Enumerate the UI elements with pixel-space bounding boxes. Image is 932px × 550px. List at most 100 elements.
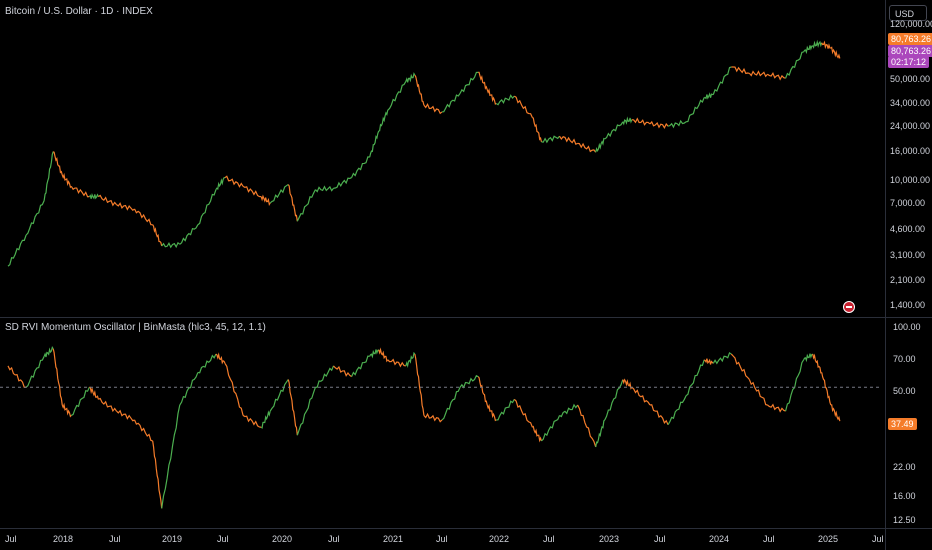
oscillator-line-segment (830, 404, 841, 422)
symbol-title[interactable]: Bitcoin / U.S. Dollar · 1D · INDEX (5, 6, 153, 17)
oscillator-line-segment (116, 409, 135, 422)
price-line-segment (269, 183, 289, 204)
oscillator-line-segment (161, 404, 181, 509)
oscillator-line-segment (685, 359, 705, 397)
oscillator-tick-label: 12.50 (893, 515, 916, 525)
oscillator-line-segment (296, 387, 316, 436)
time-tick-label: 2023 (599, 534, 620, 544)
oscillator-line-segment (52, 348, 63, 406)
time-tick-label: Jul (109, 534, 121, 544)
oscillator-line-segment (459, 374, 479, 389)
price-line-segment (260, 194, 271, 206)
us-flag-event-icon[interactable] (843, 301, 855, 313)
price-line-segment (152, 224, 163, 247)
price-line-segment (405, 72, 416, 83)
last-price-badge: 80,763.26 (888, 33, 932, 45)
oscillator-line-segment (803, 353, 813, 363)
price-line-segment (161, 241, 181, 249)
oscillator-line-segment (89, 386, 99, 400)
price-tick-label: 34,000.00 (890, 98, 931, 108)
oscillator-line-segment (43, 346, 54, 358)
oscillator-line-segment (98, 397, 117, 413)
oscillator-line-segment (414, 353, 425, 416)
price-line-segment (622, 116, 633, 126)
price-line-segment (577, 142, 597, 153)
price-line-segment (98, 194, 117, 207)
price-line-segment (215, 176, 226, 191)
oscillator-title[interactable]: SD RVI Momentum Oscillator | BinMasta (h… (5, 322, 266, 333)
oscillator-line-segment (7, 365, 27, 388)
price-line-segment (785, 51, 804, 79)
time-tick-label: Jul (654, 534, 666, 544)
price-line-segment (224, 175, 244, 188)
oscillator-line-segment (134, 419, 153, 442)
price-line-segment (595, 137, 605, 153)
oscillator-line-segment (730, 353, 750, 380)
time-tick-label: 2022 (489, 534, 510, 544)
oscillator-line-segment (595, 419, 606, 448)
oscillator-line-segment (197, 353, 217, 374)
price-tick-label: 16,000.00 (890, 146, 931, 156)
price-line-segment (830, 46, 841, 59)
price-line-segment (134, 208, 153, 226)
price-line-segment (43, 151, 54, 201)
price-line-segment (378, 110, 389, 132)
price-line-segment (296, 189, 316, 222)
oscillator-line-segment (513, 398, 533, 428)
price-tick-label: 120,000.00 (890, 19, 932, 29)
price-line-segment (514, 95, 533, 118)
price-line-segment (179, 224, 199, 245)
price-line-segment (532, 117, 543, 143)
price-line-segment (61, 172, 72, 189)
price-line-segment (70, 186, 90, 198)
price-tick-label: 50,000.00 (890, 74, 931, 84)
oscillator-tick-label: 70.00 (893, 354, 916, 364)
pane-divider[interactable] (0, 317, 932, 318)
oscillator-line-segment (269, 379, 289, 412)
oscillator-line-segment (423, 412, 443, 423)
oscillator-line-segment (315, 365, 335, 388)
time-tick-label: Jul (436, 534, 448, 544)
oscillator-line-segment (351, 355, 370, 377)
price-line-segment (686, 97, 705, 123)
oscillator-tick-label: 22.00 (893, 462, 916, 472)
time-tick-label: 2024 (709, 534, 730, 544)
price-line-segment (369, 130, 380, 158)
oscillator-line-segment (712, 351, 732, 365)
oscillator-tick-label: 50.00 (893, 386, 916, 396)
price-line-segment (541, 135, 561, 144)
price-line-segment (667, 119, 687, 129)
oscillator-line-segment (667, 395, 687, 426)
oscillator-line-segment (224, 363, 244, 416)
price-tick-label: 7,000.00 (890, 198, 926, 208)
price-line-segment (25, 200, 45, 236)
price-line-segment (649, 120, 669, 130)
currency-button[interactable]: USD (889, 5, 927, 21)
price-tick-label: 2,100.00 (890, 275, 926, 285)
oscillator-line-segment (812, 353, 822, 374)
price-line-segment (7, 234, 27, 267)
price-line-segment (88, 192, 99, 200)
oscillator-line-segment (179, 372, 199, 406)
oscillator-line-segment (821, 372, 832, 406)
oscillator-line-segment (577, 404, 597, 448)
oscillator-line-segment (559, 403, 579, 418)
price-line-segment (812, 39, 823, 49)
oscillator-line-segment (767, 403, 786, 413)
price-line-segment (414, 74, 425, 106)
oscillator-line-segment (369, 349, 380, 359)
price-line-segment (441, 93, 461, 113)
time-tick-label: 2025 (818, 534, 839, 544)
price-line-segment (351, 156, 370, 178)
price-line-segment (559, 135, 578, 146)
price-line-segment (459, 71, 479, 94)
price-line-segment (767, 72, 786, 81)
price-line-segment (478, 71, 488, 90)
price-line-segment (387, 81, 407, 111)
price-line-segment (748, 70, 768, 78)
oscillator-line-segment (441, 386, 461, 421)
price-line-segment (287, 184, 298, 222)
oscillator-line-segment (25, 356, 45, 388)
